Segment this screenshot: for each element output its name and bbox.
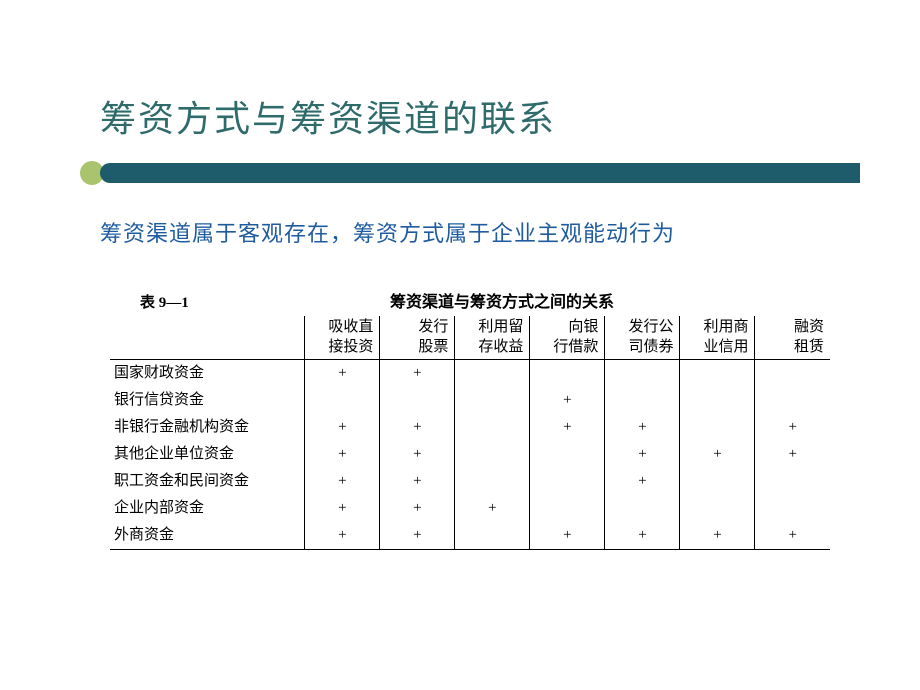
table-cell xyxy=(530,468,605,495)
table-cell: + xyxy=(605,441,680,468)
row-label: 非银行金融机构资金 xyxy=(110,414,305,441)
header-empty xyxy=(110,316,305,360)
table-cell: + xyxy=(680,522,755,550)
table-cell: + xyxy=(305,495,380,522)
table-cell xyxy=(680,414,755,441)
table-cell xyxy=(305,387,380,414)
table-cell: + xyxy=(680,441,755,468)
table-cell xyxy=(755,387,830,414)
table-row: 职工资金和民间资金+++ xyxy=(110,468,830,495)
table-cell xyxy=(605,360,680,388)
row-label: 企业内部资金 xyxy=(110,495,305,522)
table-cell xyxy=(605,495,680,522)
title-bar xyxy=(60,160,860,186)
table-row: 银行信贷资金 + xyxy=(110,387,830,414)
table-caption-row: 表 9—1 筹资渠道与筹资方式之间的关系 xyxy=(110,288,830,312)
table-cell: + xyxy=(605,414,680,441)
table-cell: + xyxy=(305,360,380,388)
table-label: 表 9—1 xyxy=(110,291,310,312)
col-header: 发行公司债券 xyxy=(605,316,680,360)
table-row: 其他企业单位资金+++++ xyxy=(110,441,830,468)
table-cell xyxy=(605,387,680,414)
table-cell xyxy=(455,360,530,388)
table-cell: + xyxy=(380,468,455,495)
table-cell xyxy=(530,441,605,468)
table-cell xyxy=(680,360,755,388)
table-cell xyxy=(680,387,755,414)
table-container: 表 9—1 筹资渠道与筹资方式之间的关系 吸收直接投资 发行股票 利用留存收益 … xyxy=(110,288,830,550)
table-row: 国家财政资金++ xyxy=(110,360,830,388)
col-header: 吸收直接投资 xyxy=(305,316,380,360)
table-cell: + xyxy=(530,387,605,414)
row-label: 职工资金和民间资金 xyxy=(110,468,305,495)
table-cell: + xyxy=(305,414,380,441)
table-body: 国家财政资金++银行信贷资金+非银行金融机构资金+++++其他企业单位资金+++… xyxy=(110,360,830,550)
table-row: 非银行金融机构资金+++++ xyxy=(110,414,830,441)
row-label: 其他企业单位资金 xyxy=(110,441,305,468)
table-cell: + xyxy=(380,360,455,388)
table-cell: + xyxy=(530,522,605,550)
table-cell: + xyxy=(380,522,455,550)
slide: 筹资方式与筹资渠道的联系 筹资渠道属于客观存在，筹资方式属于企业主观能动行为 表… xyxy=(0,0,920,690)
table-cell xyxy=(530,495,605,522)
table-cell: + xyxy=(380,495,455,522)
table-cell xyxy=(455,441,530,468)
page-title: 筹资方式与筹资渠道的联系 xyxy=(100,90,860,142)
table-cell: + xyxy=(305,468,380,495)
row-label: 外商资金 xyxy=(110,522,305,550)
table-cell xyxy=(755,495,830,522)
table-row: 外商资金++++++ xyxy=(110,522,830,550)
table-cell xyxy=(455,522,530,550)
table-cell xyxy=(530,360,605,388)
table-title: 筹资渠道与筹资方式之间的关系 xyxy=(310,288,830,312)
col-header: 利用留存收益 xyxy=(455,316,530,360)
col-header: 融资租赁 xyxy=(755,316,830,360)
title-underline xyxy=(100,163,860,183)
table-cell: + xyxy=(605,468,680,495)
table-cell xyxy=(380,387,455,414)
row-label: 银行信贷资金 xyxy=(110,387,305,414)
table-header-row: 吸收直接投资 发行股票 利用留存收益 向银行借款 发行公司债券 利用商业信用 融… xyxy=(110,316,830,360)
table-cell: + xyxy=(755,522,830,550)
table-cell: + xyxy=(380,441,455,468)
table-cell: + xyxy=(605,522,680,550)
table-cell xyxy=(455,468,530,495)
col-header: 利用商业信用 xyxy=(680,316,755,360)
table-cell: + xyxy=(455,495,530,522)
table-cell xyxy=(755,360,830,388)
col-header: 向银行借款 xyxy=(530,316,605,360)
table-cell: + xyxy=(380,414,455,441)
table-cell: + xyxy=(755,414,830,441)
table-cell xyxy=(680,495,755,522)
table-row: 企业内部资金+++ xyxy=(110,495,830,522)
subtitle: 筹资渠道属于客观存在，筹资方式属于企业主观能动行为 xyxy=(100,216,860,248)
table-cell xyxy=(755,468,830,495)
data-table: 吸收直接投资 发行股票 利用留存收益 向银行借款 发行公司债券 利用商业信用 融… xyxy=(110,316,830,550)
table-cell xyxy=(455,414,530,441)
col-header: 发行股票 xyxy=(380,316,455,360)
table-cell xyxy=(455,387,530,414)
row-label: 国家财政资金 xyxy=(110,360,305,388)
table-cell: + xyxy=(305,522,380,550)
table-cell: + xyxy=(530,414,605,441)
table-cell: + xyxy=(305,441,380,468)
table-cell: + xyxy=(755,441,830,468)
table-cell xyxy=(680,468,755,495)
